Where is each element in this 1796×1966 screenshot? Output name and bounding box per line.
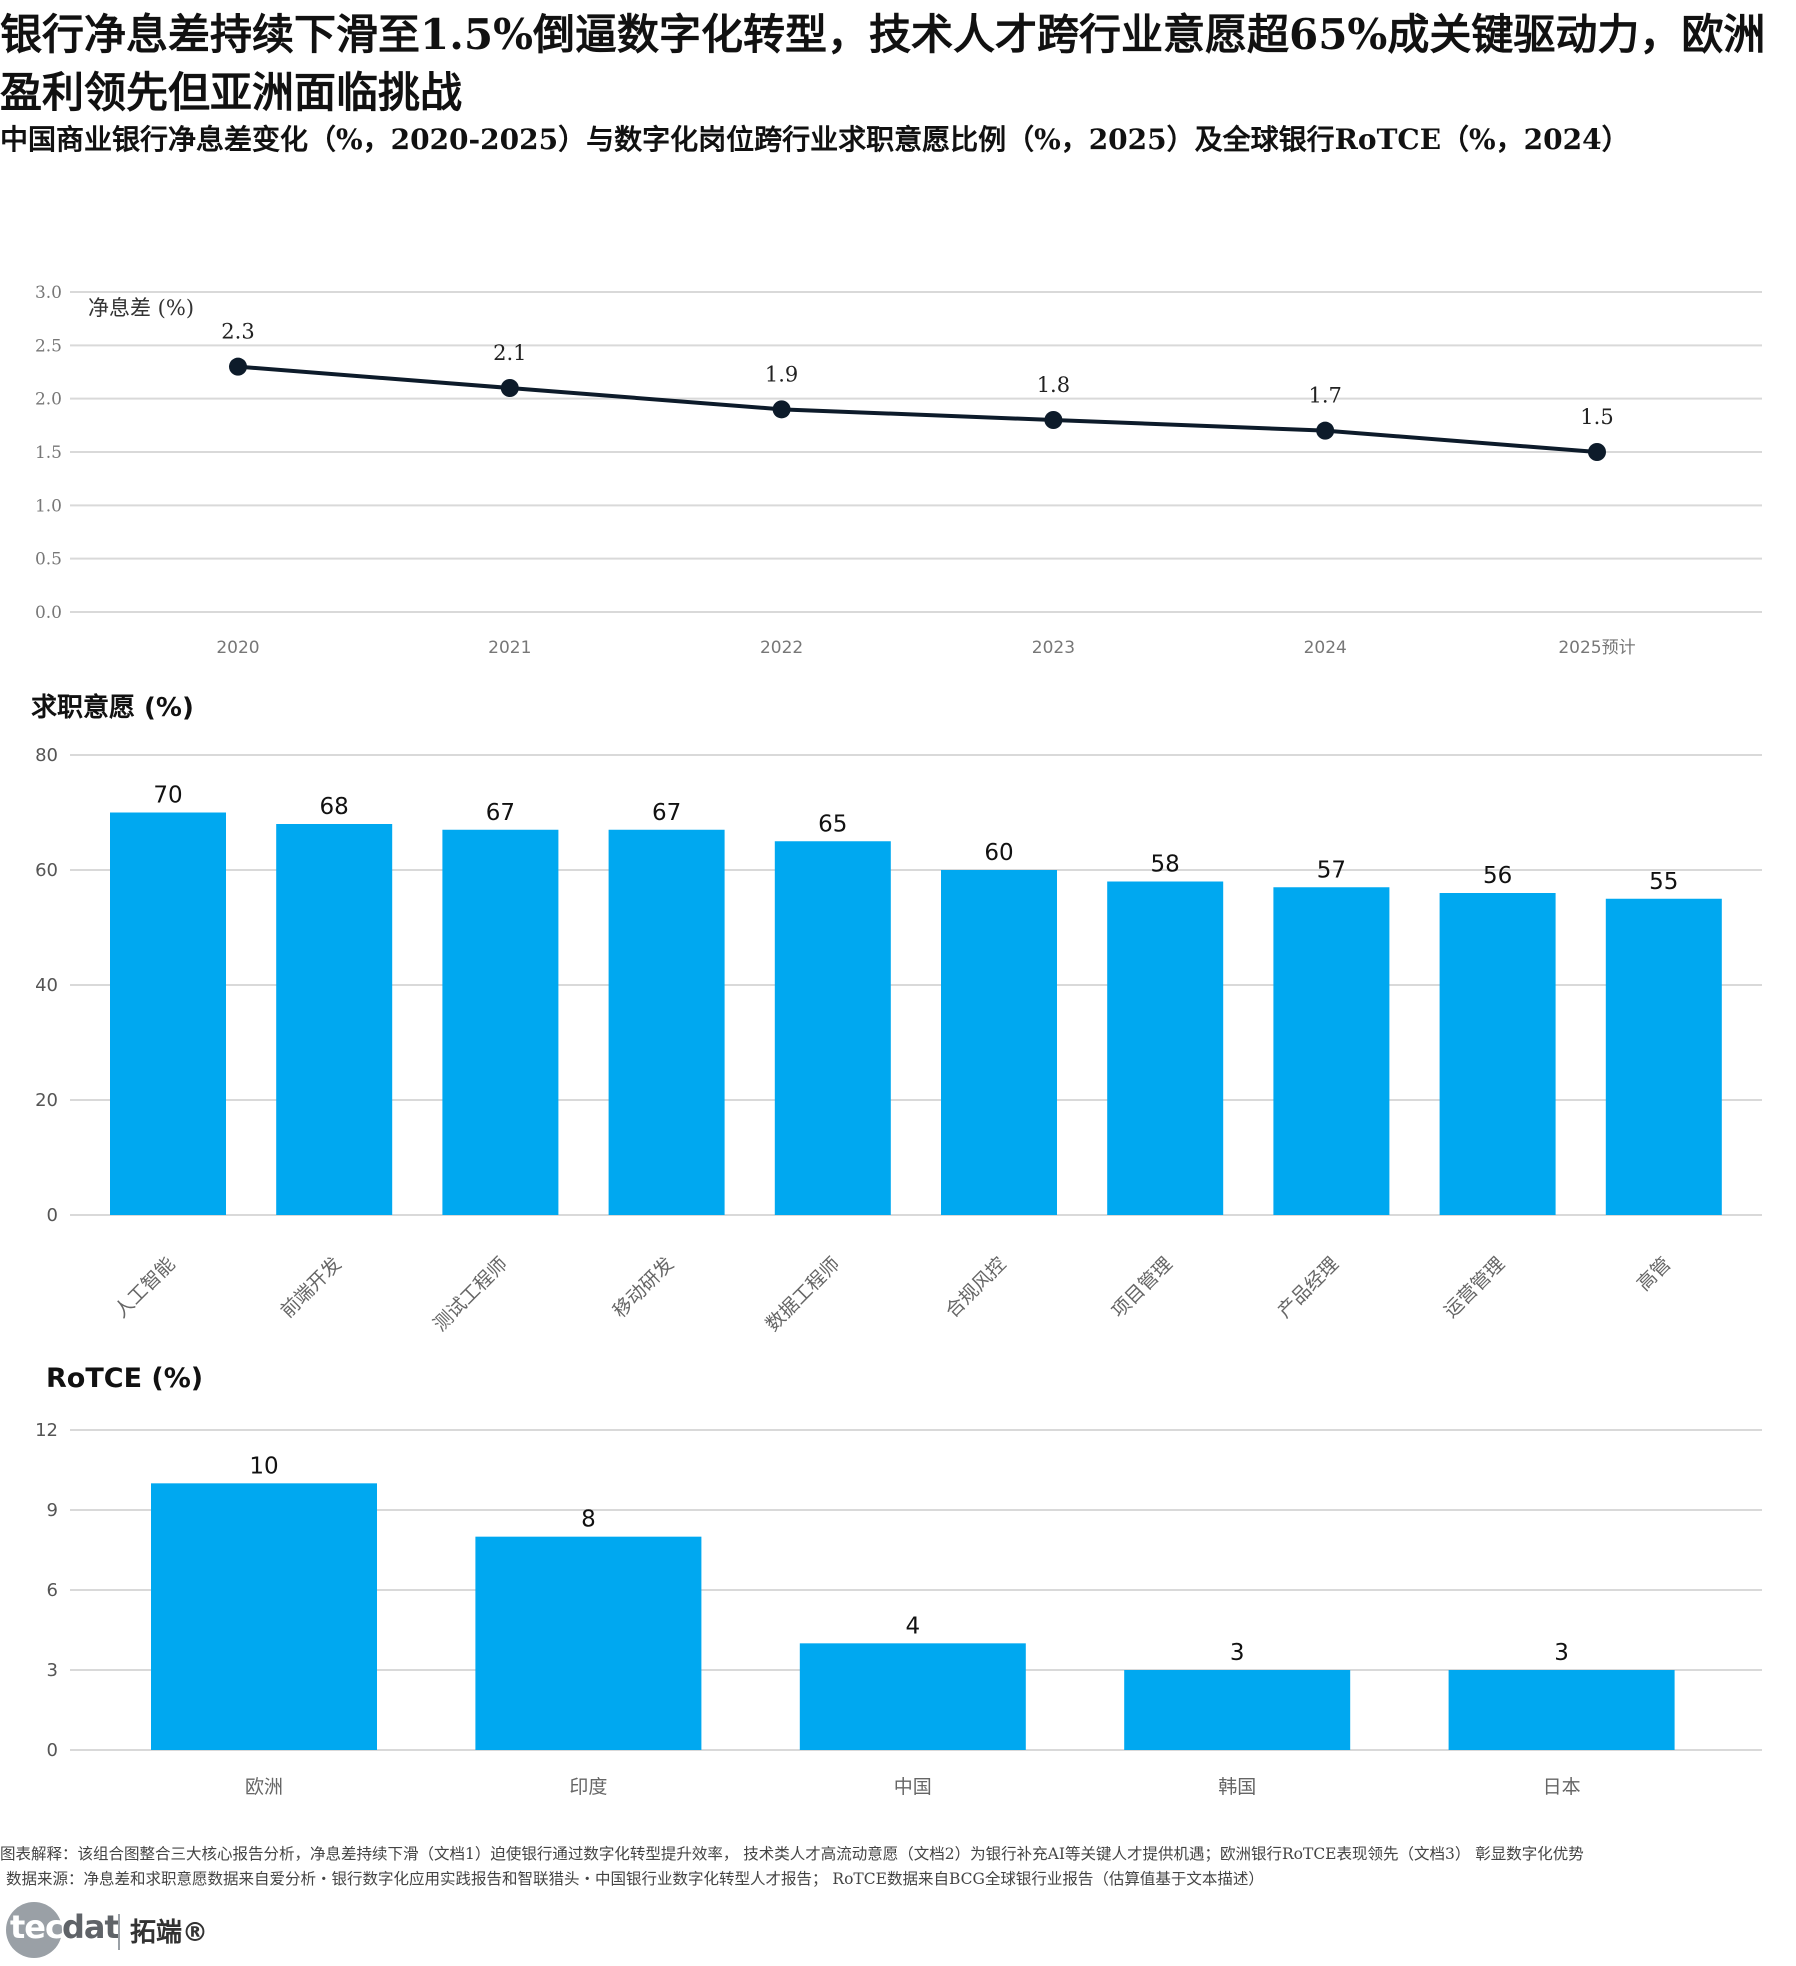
bar bbox=[1439, 893, 1556, 1215]
data-label: 1.9 bbox=[765, 362, 798, 386]
y-tick-label: 60 bbox=[35, 860, 58, 881]
bar bbox=[475, 1536, 702, 1750]
data-label: 2.1 bbox=[493, 341, 526, 365]
bar bbox=[276, 824, 393, 1215]
x-tick-label: 测试工程师 bbox=[429, 1253, 512, 1336]
y-tick-label: 80 bbox=[35, 745, 58, 766]
chart-subtitle: 中国商业银行净息差变化（%，2020-2025）与数字化岗位跨行业求职意愿比例（… bbox=[0, 123, 1630, 156]
data-point bbox=[1044, 411, 1063, 429]
x-tick-label: 2022 bbox=[760, 638, 803, 658]
chart-note: 图表解释：该组合图整合三大核心报告分析，净息差持续下滑（文档1）迫使银行通过数字… bbox=[0, 1845, 1584, 1863]
bar bbox=[1448, 1670, 1675, 1750]
bar bbox=[774, 841, 891, 1215]
y-tick-label: 0.0 bbox=[35, 603, 62, 623]
data-source: 数据来源：净息差和求职意愿数据来自爱分析・银行数字化应用实践报告和智联猎头・中国… bbox=[6, 1870, 1264, 1888]
y-tick-label: 9 bbox=[47, 1500, 58, 1521]
data-label: 3 bbox=[1554, 1640, 1569, 1666]
x-tick-label: 2024 bbox=[1304, 638, 1347, 658]
logo-divider bbox=[118, 1914, 120, 1950]
x-tick-label: 前端开发 bbox=[276, 1253, 345, 1322]
data-label: 67 bbox=[486, 800, 515, 826]
data-label: 1.5 bbox=[1580, 405, 1613, 429]
x-tick-label: 高管 bbox=[1633, 1253, 1675, 1295]
data-label: 56 bbox=[1483, 863, 1512, 889]
bar bbox=[110, 812, 226, 1215]
x-tick-label: 产品经理 bbox=[1274, 1253, 1343, 1322]
data-label: 67 bbox=[652, 800, 681, 826]
y-axis-title: 净息差 (%) bbox=[88, 296, 194, 320]
x-tick-label: 移动研发 bbox=[609, 1253, 678, 1322]
data-label: 4 bbox=[905, 1613, 920, 1639]
data-point bbox=[1316, 421, 1335, 440]
tecdat-logo: tec dat 拓端® bbox=[6, 1896, 266, 1958]
data-label: 55 bbox=[1649, 869, 1678, 895]
data-label: 60 bbox=[984, 840, 1013, 866]
x-tick-label: 中国 bbox=[894, 1776, 932, 1798]
x-tick-label: 韩国 bbox=[1218, 1776, 1256, 1798]
data-label: 57 bbox=[1317, 857, 1346, 883]
data-label: 1.8 bbox=[1037, 373, 1070, 397]
logo-tec-text: tec bbox=[10, 1908, 64, 1946]
data-point bbox=[500, 379, 519, 397]
y-tick-label: 2.5 bbox=[35, 336, 62, 356]
data-label: 2.3 bbox=[221, 320, 254, 344]
bar bbox=[442, 829, 559, 1215]
data-point bbox=[1588, 443, 1606, 461]
y-tick-label: 0 bbox=[47, 1205, 58, 1226]
data-label: 58 bbox=[1151, 852, 1180, 878]
x-tick-label: 运营管理 bbox=[1440, 1253, 1509, 1322]
bar bbox=[1605, 898, 1722, 1215]
rotce-bar-chart: RoTCE (%) 0 3 6 9 12 10 欧洲 8 印度 4 中国 3 韩国 3 日本 bbox=[35, 1363, 1762, 1798]
y-axis-title: 求职意愿 (%) bbox=[31, 692, 194, 723]
y-tick-label: 20 bbox=[35, 1090, 58, 1111]
data-label: 65 bbox=[818, 811, 847, 837]
data-label: 70 bbox=[153, 783, 182, 809]
job-intent-bar-chart: 求职意愿 (%) 0 20 40 60 80 70 人工智能 68 前端开发 67 测试工程师 67 移动… bbox=[31, 692, 1762, 1336]
x-tick-label: 2020 bbox=[216, 638, 259, 658]
y-tick-label: 2.0 bbox=[35, 390, 62, 410]
data-point bbox=[772, 400, 791, 419]
y-tick-label: 3.0 bbox=[35, 283, 62, 303]
x-tick-label: 印度 bbox=[569, 1776, 607, 1798]
x-tick-label: 2025预计 bbox=[1558, 638, 1635, 658]
x-tick-label: 2023 bbox=[1032, 638, 1075, 658]
y-tick-label: 0.5 bbox=[35, 550, 62, 570]
bar bbox=[1273, 887, 1390, 1215]
y-tick-label: 3 bbox=[47, 1660, 58, 1681]
nim-line-chart: 0.0 0.5 1.0 1.5 2.0 2.5 3.0 净息差 (%) 2.3 2020 2.1 20… bbox=[35, 283, 1762, 658]
y-axis-title: RoTCE (%) bbox=[46, 1363, 203, 1394]
y-tick-label: 0 bbox=[47, 1740, 58, 1761]
y-tick-label: 1.0 bbox=[35, 496, 62, 516]
bar bbox=[1107, 881, 1224, 1215]
logo-circle bbox=[6, 1902, 62, 1958]
x-tick-label: 日本 bbox=[1543, 1776, 1581, 1798]
data-label: 10 bbox=[249, 1453, 278, 1479]
logo-dat-text: dat bbox=[62, 1908, 120, 1946]
data-label: 3 bbox=[1230, 1640, 1245, 1666]
x-tick-label: 2021 bbox=[488, 638, 531, 658]
data-label: 1.7 bbox=[1308, 384, 1341, 408]
x-tick-label: 项目管理 bbox=[1107, 1253, 1176, 1322]
series-line bbox=[237, 364, 1598, 454]
bar bbox=[151, 1483, 377, 1750]
bar bbox=[799, 1643, 1026, 1750]
data-label: 8 bbox=[581, 1507, 596, 1533]
y-tick-label: 40 bbox=[35, 975, 58, 996]
bar bbox=[941, 870, 1057, 1215]
y-tick-label: 12 bbox=[35, 1420, 58, 1441]
data-label: 68 bbox=[320, 794, 349, 820]
y-tick-label: 6 bbox=[47, 1580, 58, 1601]
x-tick-label: 欧洲 bbox=[245, 1776, 283, 1798]
bar bbox=[608, 829, 725, 1215]
x-tick-label: 数据工程师 bbox=[762, 1253, 845, 1336]
x-tick-label: 合规风控 bbox=[941, 1253, 1010, 1322]
chart-title: 银行净息差持续下滑至1.5%倒逼数字化转型，技术人才跨行业意愿超65%成关键驱动… bbox=[0, 10, 1766, 117]
logo-cn-text: 拓端® bbox=[130, 1918, 209, 1948]
x-tick-label: 人工智能 bbox=[110, 1253, 179, 1322]
y-tick-label: 1.5 bbox=[35, 443, 62, 463]
data-point bbox=[229, 357, 247, 376]
bar bbox=[1124, 1670, 1351, 1750]
